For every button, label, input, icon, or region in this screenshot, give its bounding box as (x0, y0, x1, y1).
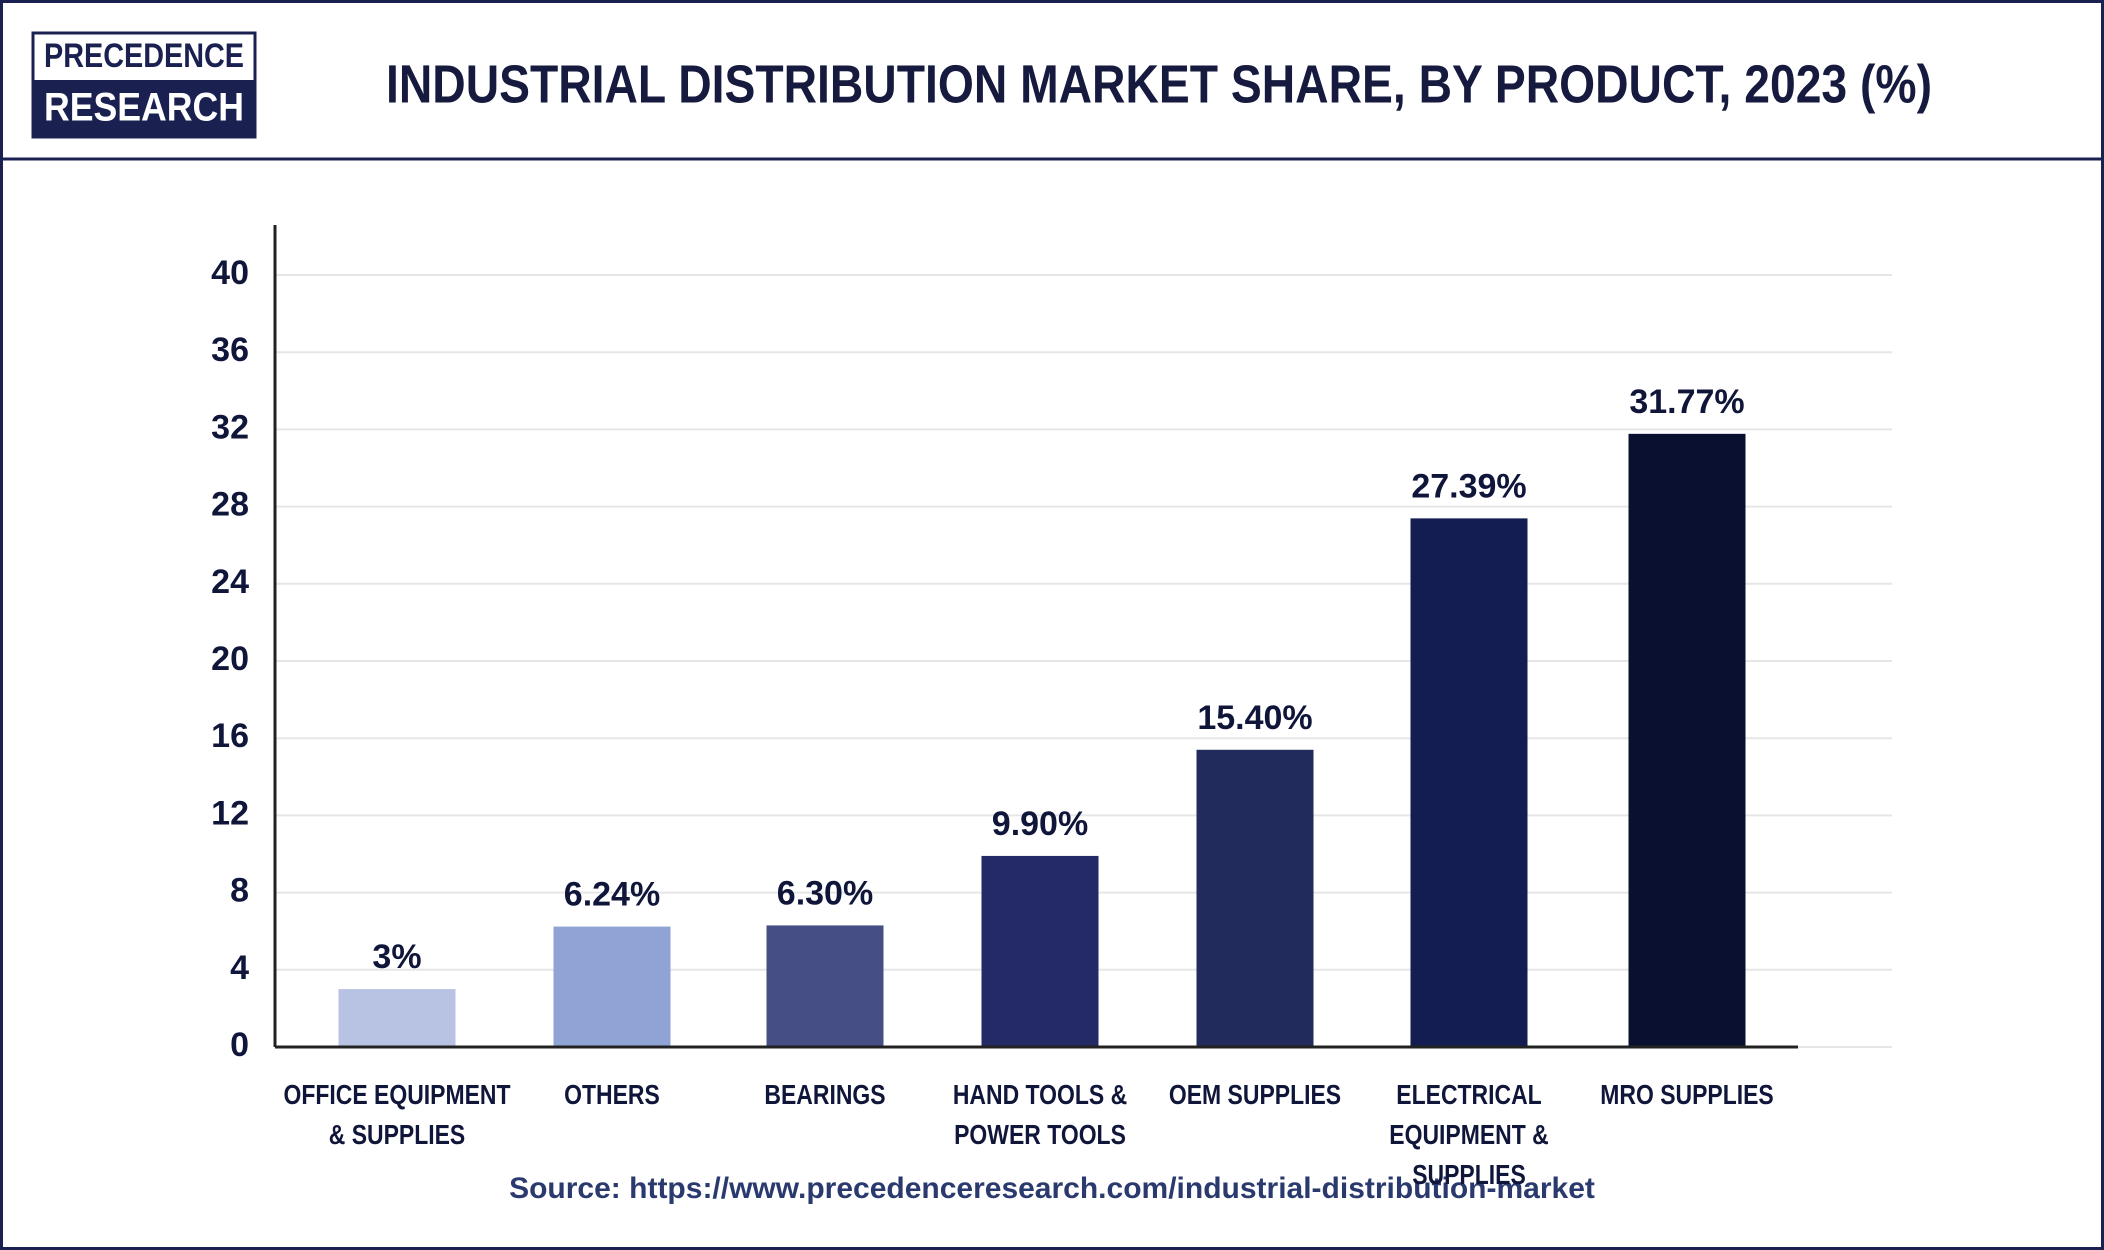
y-tick-label: 20 (211, 640, 249, 678)
y-tick-label: 0 (230, 1026, 249, 1064)
logo-top: PRECEDENCE (44, 37, 244, 75)
data-label: 6.30% (777, 874, 873, 912)
y-tick-label: 4 (230, 949, 249, 987)
y-tick-label: 36 (211, 331, 249, 369)
x-tick-label: OFFICE EQUIPMENT & SUPPLIES (283, 1079, 511, 1150)
data-label: 6.24% (564, 876, 660, 914)
x-tick-label: HAND TOOLS & POWER TOOLS (952, 1079, 1128, 1150)
data-label: 9.90% (992, 805, 1088, 843)
chart-title: INDUSTRIAL DISTRIBUTION MARKET SHARE, BY… (386, 54, 1932, 114)
x-tick-label: OTHERS (564, 1079, 660, 1110)
x-tick-label: MRO SUPPLIES (1600, 1079, 1774, 1110)
y-tick-label: 8 (230, 872, 249, 910)
bar (1628, 433, 1746, 1047)
y-tick-label: 40 (211, 254, 249, 292)
bar (981, 855, 1099, 1047)
x-tick-label: BEARINGS (764, 1079, 886, 1110)
y-tick-label: 24 (211, 563, 249, 601)
data-label: 3% (372, 938, 421, 976)
bar (1196, 749, 1314, 1047)
data-label: 15.40% (1197, 699, 1312, 737)
bar (1410, 518, 1528, 1047)
logo-bottom: RESEARCH (44, 86, 244, 130)
y-tick-label: 28 (211, 486, 249, 524)
data-label: 27.39% (1411, 467, 1526, 505)
y-tick-label: 12 (211, 794, 249, 832)
x-tick-label: ELECTRICAL EQUIPMENT & SUPPLIES (1389, 1079, 1549, 1190)
bar (553, 926, 671, 1047)
y-tick-label: 16 (211, 717, 249, 755)
data-label: 31.77% (1629, 383, 1744, 421)
bar (766, 925, 884, 1047)
source: Source: https://www.precedenceresearch.c… (509, 1172, 1595, 1205)
bar (338, 989, 456, 1047)
logo-band (33, 80, 255, 137)
x-tick-label: OEM SUPPLIES (1168, 1079, 1342, 1110)
y-tick-label: 32 (211, 408, 249, 446)
